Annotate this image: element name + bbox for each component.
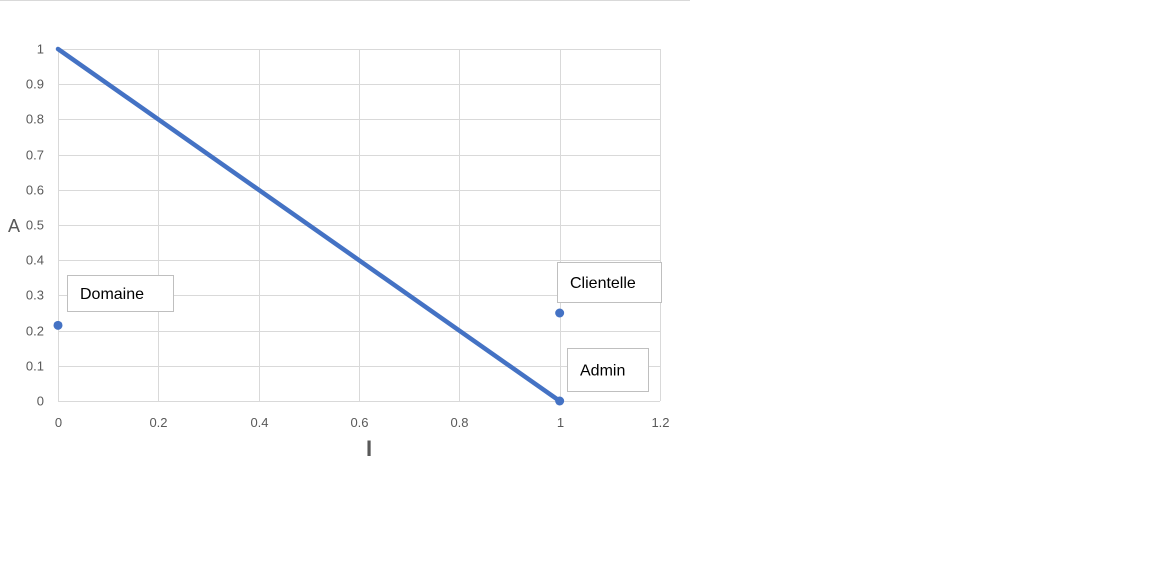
y-tick-label: 0 <box>37 394 44 409</box>
data-label-box <box>67 275 174 312</box>
y-tick-label: 0.2 <box>26 324 44 339</box>
series-line <box>55 46 562 404</box>
x-tick-label: 0 <box>55 415 62 430</box>
x-tick-label: 1.2 <box>651 415 669 430</box>
y-axis-title: A <box>8 216 20 236</box>
data-point <box>555 308 565 318</box>
x-tick-label: 0.4 <box>250 415 268 430</box>
data-label-box <box>567 348 649 392</box>
data-point <box>53 320 63 330</box>
y-tick-label: 0.5 <box>26 218 44 233</box>
y-tick-label: 0.8 <box>26 112 44 127</box>
data-labels: Domaine Clientelle Admin <box>67 262 662 392</box>
y-tick-label: 0.1 <box>26 359 44 374</box>
data-label: Domaine <box>80 286 144 303</box>
y-tick-label: 0.9 <box>26 77 44 92</box>
data-label: Admin <box>580 363 625 380</box>
x-tick-label: 0.2 <box>149 415 167 430</box>
tick-labels: 0 0.1 0.2 0.3 0.4 0.5 0.6 0.7 0.8 0.9 1 0 0.2 0.4 0.6 0… <box>26 42 670 431</box>
data-point <box>555 396 565 406</box>
y-tick-label: 0.3 <box>26 288 44 303</box>
y-tick-label: 0.6 <box>26 183 44 198</box>
data-label-box <box>557 262 662 303</box>
x-tick-label: 0.6 <box>350 415 368 430</box>
data-label: Clientelle <box>570 275 636 292</box>
series <box>53 46 565 406</box>
x-axis-title: I <box>366 436 372 461</box>
x-tick-label: 0.8 <box>450 415 468 430</box>
y-tick-label: 0.4 <box>26 253 44 268</box>
y-tick-label: 1 <box>37 42 44 57</box>
x-tick-label: 1 <box>557 415 564 430</box>
y-tick-label: 0.7 <box>26 148 44 163</box>
